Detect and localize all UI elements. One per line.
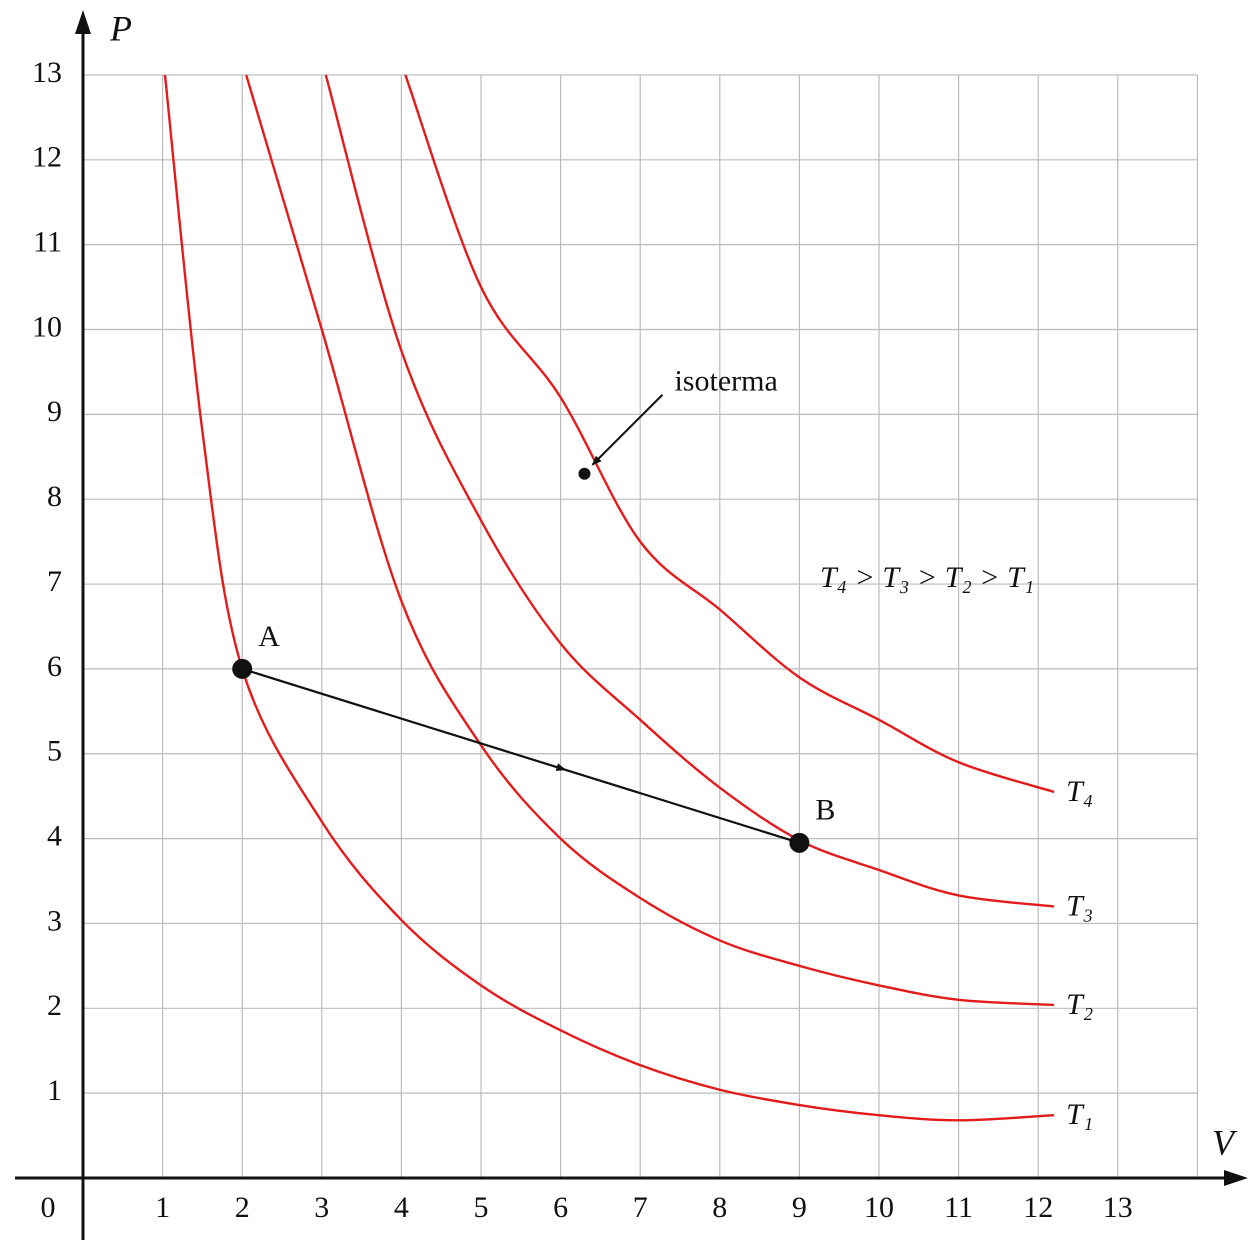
- process-line: [565, 768, 800, 844]
- annotation-point: [578, 467, 591, 480]
- y-tick-label: 8: [47, 480, 62, 513]
- x-axis-arrow: [1224, 1170, 1248, 1186]
- x-tick-label: 10: [864, 1191, 894, 1224]
- y-tick-label: 12: [32, 141, 62, 174]
- y-tick-label: 4: [47, 819, 62, 852]
- y-tick-label: 7: [47, 565, 62, 598]
- x-tick-label: 8: [712, 1191, 727, 1224]
- state-label: A: [258, 620, 280, 653]
- y-tick-label: 5: [47, 735, 62, 768]
- x-tick-label: 11: [944, 1191, 973, 1224]
- annotation-text: isoterma: [674, 365, 777, 398]
- relation: T₄ > T₃ > T₂ > T₁: [820, 561, 1034, 594]
- y-tick-label: 2: [47, 989, 62, 1022]
- series-label: T₄: [1066, 775, 1093, 808]
- process-line: [241, 667, 567, 771]
- state-label: B: [815, 794, 835, 827]
- x-tick-label: 6: [553, 1191, 568, 1224]
- series-label: T₂: [1066, 988, 1093, 1021]
- x-tick-label: 5: [474, 1191, 489, 1224]
- y-tick-label: 9: [47, 395, 62, 428]
- x-tick-label: 9: [792, 1191, 807, 1224]
- y-tick-label: 6: [47, 650, 62, 683]
- x-tick-label: 13: [1103, 1191, 1133, 1224]
- state-point: [789, 832, 810, 853]
- y-axis-label: P: [109, 8, 132, 48]
- isotherm: [245, 74, 1055, 1007]
- x-tick-label: 1: [155, 1191, 170, 1224]
- y-tick-label: 10: [32, 310, 62, 343]
- series-label: T₁: [1066, 1098, 1093, 1131]
- isotherm: [324, 74, 1055, 908]
- x-tick-label: 12: [1023, 1191, 1053, 1224]
- series-label: T₃: [1066, 889, 1093, 922]
- x-tick-label: 7: [633, 1191, 648, 1224]
- y-tick-label: 1: [47, 1074, 62, 1107]
- state-point: [232, 658, 253, 679]
- y-tick-label: 11: [33, 226, 62, 259]
- x-tick-label: 2: [235, 1191, 250, 1224]
- x-tick-label: 4: [394, 1191, 409, 1224]
- y-tick-label: 3: [47, 904, 62, 937]
- grid: [82, 74, 1199, 1178]
- x-tick-label: 0: [41, 1191, 56, 1224]
- y-axis-arrow: [75, 10, 91, 34]
- x-tick-label: 3: [314, 1191, 329, 1224]
- isotherm: [404, 74, 1055, 794]
- y-tick-label: 13: [32, 56, 62, 89]
- annotation-arrow: [591, 394, 664, 466]
- isotherm: [163, 74, 1055, 1122]
- x-axis-label: V: [1212, 1122, 1238, 1162]
